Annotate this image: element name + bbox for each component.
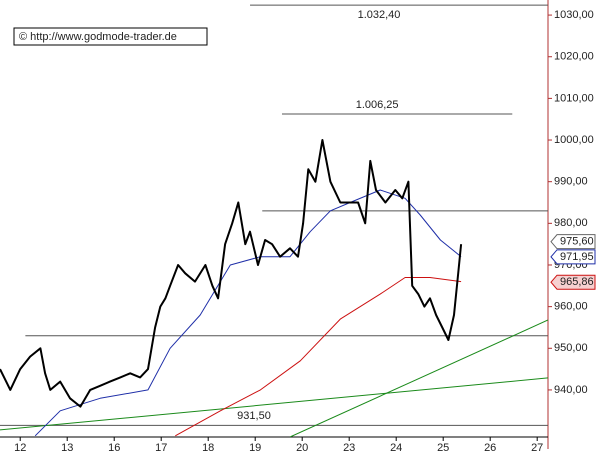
- x-tick-label: 27: [531, 442, 543, 454]
- series-line: [34, 189, 462, 437]
- series-line: [0, 139, 463, 408]
- price-marker-label: 975,60: [560, 236, 594, 248]
- x-tick-label: 17: [155, 442, 167, 454]
- level-label: 1.032,40: [358, 9, 401, 21]
- y-tick-label: 1020,00: [554, 51, 594, 63]
- x-tick-label: 12: [14, 442, 26, 454]
- price-marker: [550, 274, 596, 290]
- series-line: [0, 377, 548, 431]
- x-tick-label: 16: [108, 442, 120, 454]
- level-label: 931,50: [237, 410, 271, 422]
- x-tick-label: 26: [484, 442, 496, 454]
- y-tick-label: 990,00: [554, 176, 588, 188]
- y-tick-label: 950,00: [554, 342, 588, 354]
- y-tick-label: 1010,00: [554, 92, 594, 104]
- x-tick-label: 25: [437, 442, 449, 454]
- y-tick-label: 980,00: [554, 217, 588, 229]
- source: © http://www.godmode-trader.de: [19, 31, 177, 43]
- price-marker-label: 965,86: [560, 276, 594, 288]
- price-marker-label: 971,95: [560, 251, 594, 263]
- series-line: [175, 277, 462, 437]
- source-box: [13, 27, 208, 46]
- y-tick-label: 1000,00: [554, 134, 594, 146]
- plot-area: [0, 139, 548, 437]
- price-marker: [550, 234, 596, 250]
- x-tick-label: 23: [343, 442, 355, 454]
- y-tick-label: 940,00: [554, 384, 588, 396]
- x-tick-label: 20: [296, 442, 308, 454]
- series-line: [289, 319, 548, 437]
- y-tick-label: 1030,00: [554, 9, 594, 21]
- x-tick-label: 24: [390, 442, 402, 454]
- x-tick-label: 18: [202, 442, 214, 454]
- x-tick-label: 13: [61, 442, 73, 454]
- price-marker: [550, 249, 596, 265]
- y-tick-label: 960,00: [554, 301, 588, 313]
- level-label: 1.006,25: [356, 99, 399, 111]
- x-tick-label: 19: [249, 442, 261, 454]
